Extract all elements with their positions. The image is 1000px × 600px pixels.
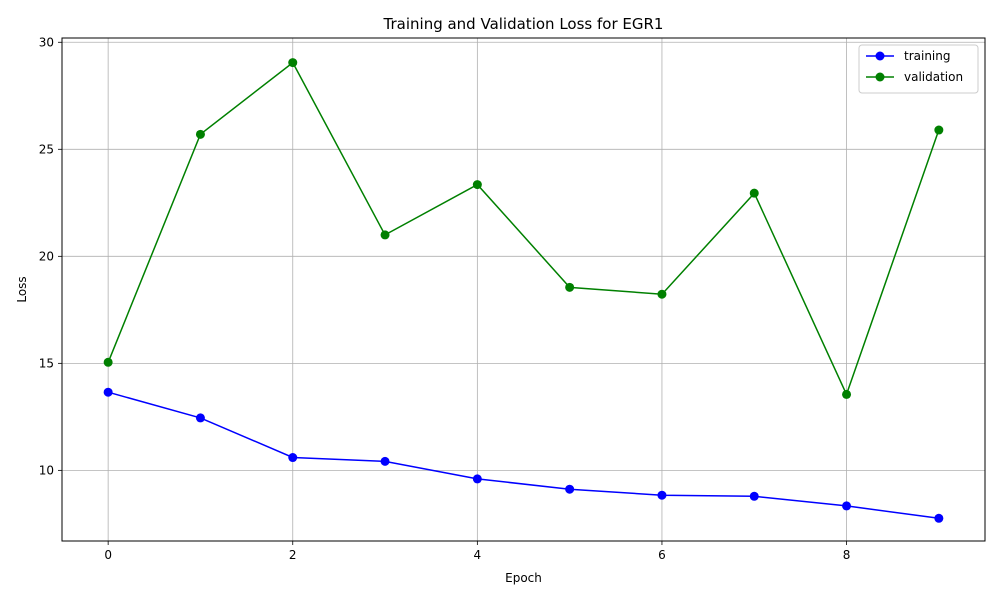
training-data-point [565,484,575,494]
legend-training-marker [875,51,885,61]
legend-box [858,44,979,94]
training-data-point [380,456,390,466]
validation-data-point [749,188,759,198]
training-data-point [657,490,667,500]
y-tick-label: 30 [39,35,54,49]
y-tick-label: 10 [39,463,54,477]
x-tick-label: 2 [289,548,297,562]
validation-data-point [657,289,667,299]
validation-data-point [380,230,390,240]
training-data-point [288,453,298,463]
plot-frame [61,37,986,542]
training-series-line [107,391,939,520]
validation-data-point [934,125,944,135]
validation-data-point [842,389,852,399]
training-data-point [195,413,205,423]
validation-data-point [472,180,482,190]
x-tick-label: 4 [474,548,482,562]
x-tick-label: 6 [658,548,666,562]
x-tick-label: 8 [843,548,851,562]
validation-data-point [103,357,113,367]
y-tick-label: 15 [39,356,54,370]
legend-validation-label: validation [904,70,963,84]
chart-title: Training and Validation Loss for EGR1 [383,15,664,33]
validation-data-point [195,129,205,139]
y-tick-label: 25 [39,142,54,156]
training-data-point [749,491,759,501]
training-data-point [842,501,852,511]
validation-data-point [565,282,575,292]
training-data-point [934,513,944,523]
legend-validation-marker [875,72,885,82]
x-axis-label: Epoch [505,571,542,585]
validation-series-line [107,61,940,397]
training-data-point [472,474,482,484]
validation-data-point [288,58,298,68]
legend: training validation [858,44,979,94]
x-tick-label: 0 [104,548,112,562]
y-tick-label: 20 [39,249,54,263]
axis-ticks: 0 2 4 6 8 10 15 20 25 30 [39,35,851,562]
series-layer [103,58,944,523]
grid-lines [62,38,985,541]
training-data-point [103,387,113,397]
legend-training-label: training [904,49,951,63]
y-axis-label: Loss [15,276,29,302]
